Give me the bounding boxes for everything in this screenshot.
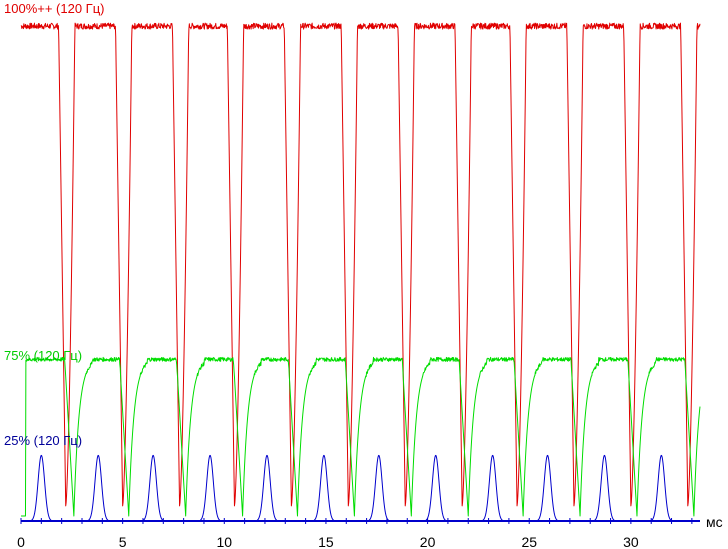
plot-area <box>20 22 701 522</box>
x-tick-label: 10 <box>217 534 233 549</box>
series-line-75 <box>20 356 701 517</box>
series-label-25: 25% (120 Гц) <box>4 433 82 448</box>
x-tick-label: 30 <box>623 534 639 549</box>
x-tick-label: 5 <box>119 534 127 549</box>
x-tick-label: 15 <box>318 534 334 549</box>
series-label-75: 75% (120 Гц) <box>4 348 82 363</box>
x-tick-label: 25 <box>521 534 537 549</box>
series-label-100: 100%++ (120 Гц) <box>4 1 105 16</box>
x-tick-label: 0 <box>17 534 25 549</box>
series-line-100 <box>20 22 701 507</box>
x-tick-label: 20 <box>420 534 436 549</box>
x-axis-unit: мс <box>706 514 723 530</box>
x-axis: 0 5 10 15 20 25 30 <box>17 518 700 549</box>
